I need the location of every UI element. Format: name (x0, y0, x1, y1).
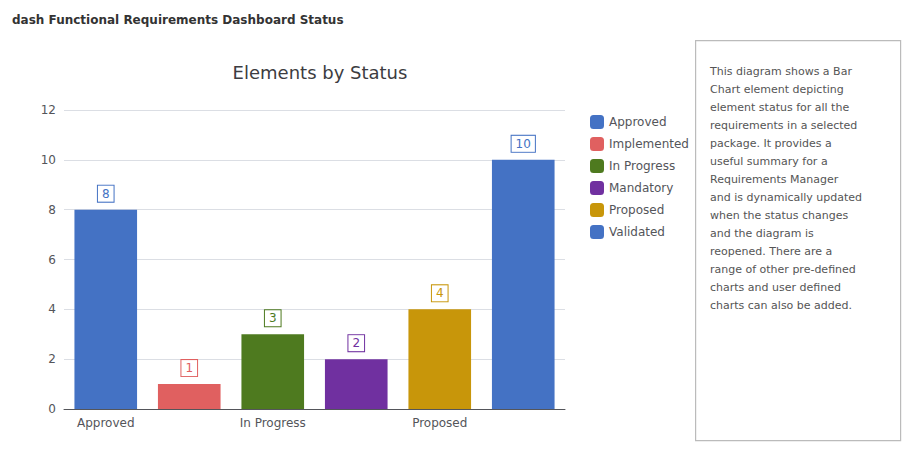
svg-text:1: 1 (185, 361, 193, 375)
svg-text:and the diagram is: and the diagram is (710, 227, 814, 240)
svg-text:In Progress: In Progress (240, 416, 306, 430)
svg-text:requirements in a selected: requirements in a selected (710, 119, 857, 132)
svg-text:Mandatory: Mandatory (609, 181, 673, 195)
svg-text:8: 8 (102, 187, 110, 201)
svg-text:Validated: Validated (609, 225, 665, 239)
svg-text:4: 4 (48, 302, 56, 316)
svg-text:useful summary for a: useful summary for a (710, 155, 828, 168)
svg-text:Proposed: Proposed (412, 416, 467, 430)
svg-text:dash Functional Requirements D: dash Functional Requirements Dashboard S… (12, 13, 344, 27)
svg-text:0: 0 (48, 402, 56, 416)
svg-text:Approved: Approved (77, 416, 135, 430)
svg-text:4: 4 (436, 286, 444, 300)
svg-text:Proposed: Proposed (609, 203, 664, 217)
svg-text:when the status changes: when the status changes (710, 209, 849, 222)
svg-text:element status for all the: element status for all the (710, 101, 849, 114)
svg-text:Approved: Approved (609, 115, 667, 129)
svg-text:12: 12 (41, 103, 56, 117)
svg-text:and is dynamically updated: and is dynamically updated (710, 191, 862, 204)
svg-text:charts can also be added.: charts can also be added. (710, 299, 852, 312)
svg-text:10: 10 (41, 153, 56, 167)
svg-text:3: 3 (269, 311, 277, 325)
svg-text:reopened. There are a: reopened. There are a (710, 245, 832, 258)
svg-text:Chart element depicting: Chart element depicting (710, 83, 844, 96)
svg-text:2: 2 (48, 352, 56, 366)
svg-text:10: 10 (516, 137, 531, 151)
svg-text:8: 8 (48, 203, 56, 217)
svg-text:package. It provides a: package. It provides a (710, 137, 832, 150)
svg-text:Implemented: Implemented (609, 137, 689, 151)
svg-text:charts and user defined: charts and user defined (710, 281, 841, 294)
svg-text:Elements by Status: Elements by Status (233, 62, 408, 83)
svg-text:6: 6 (48, 253, 56, 267)
svg-text:2: 2 (352, 336, 360, 350)
svg-text:In Progress: In Progress (609, 159, 675, 173)
svg-text:This diagram shows a Bar: This diagram shows a Bar (709, 65, 852, 78)
svg-text:range of other pre-defined: range of other pre-defined (710, 263, 856, 276)
svg-text:Requirements Manager: Requirements Manager (710, 173, 839, 186)
